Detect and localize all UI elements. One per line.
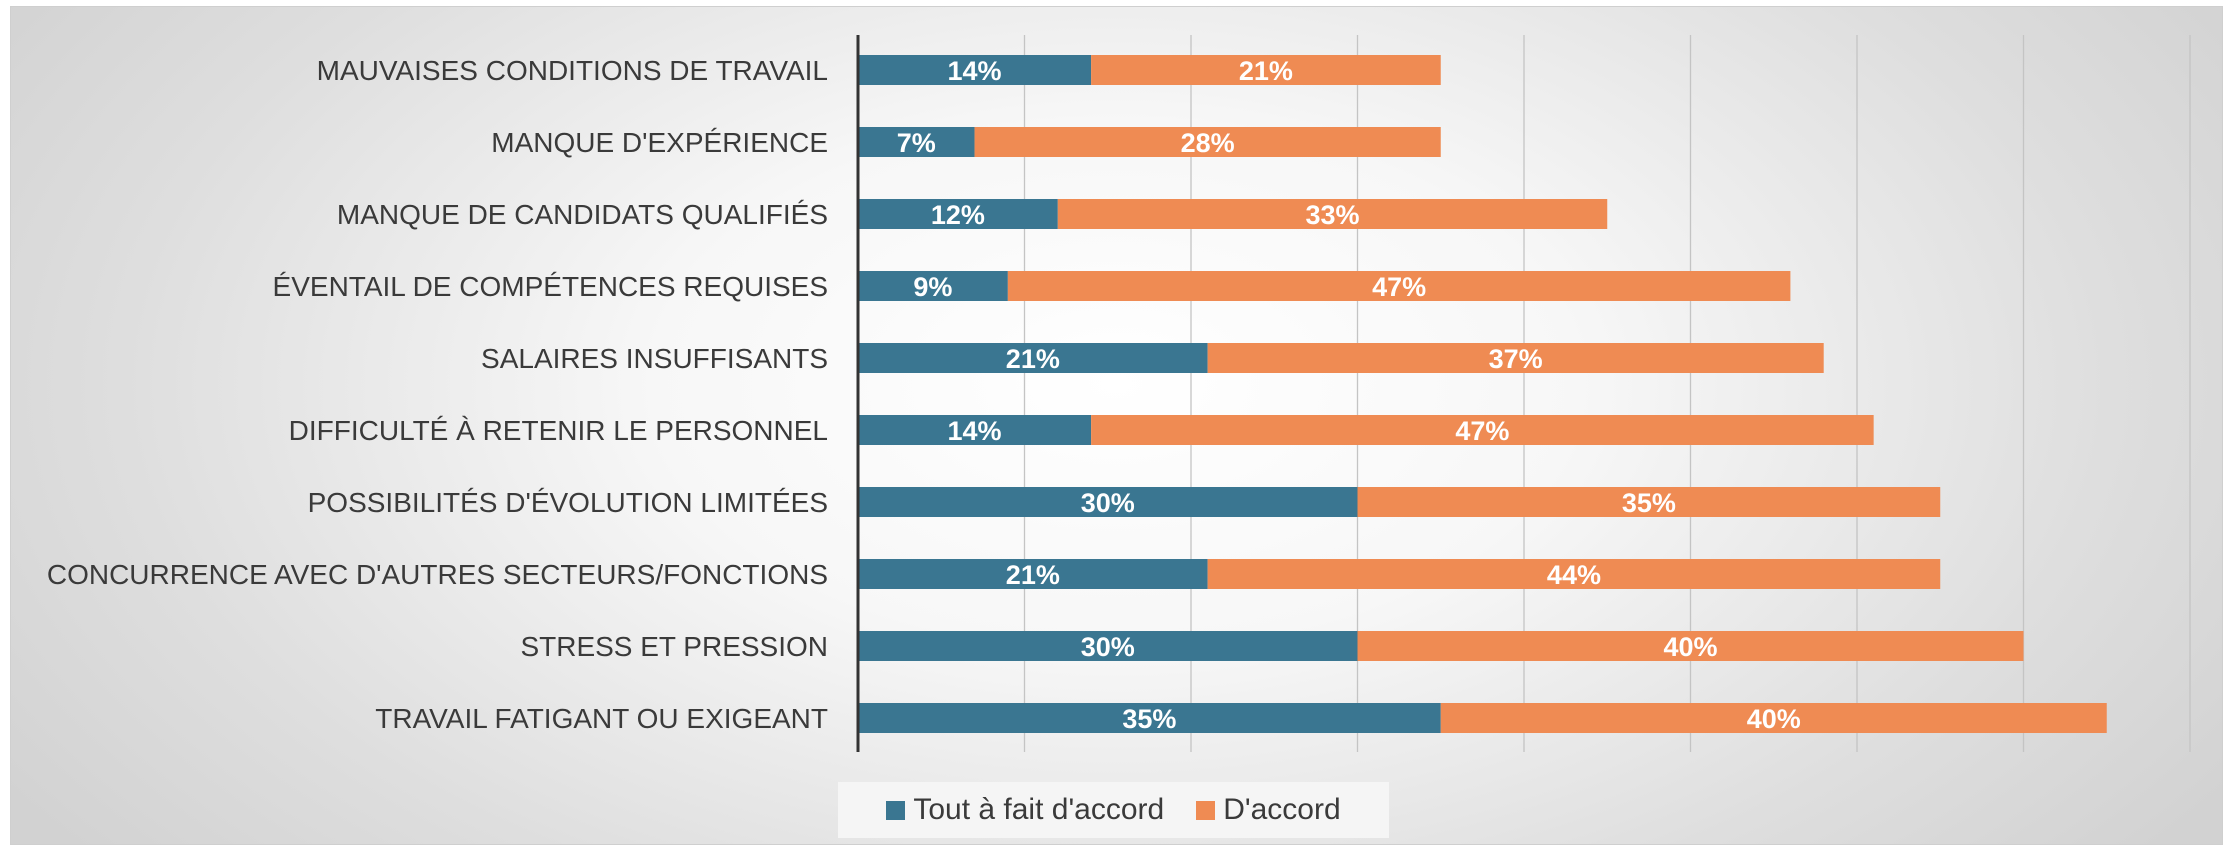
data-label-possibilites-d-evolution-limitees-series-2: 35%	[1622, 488, 1676, 518]
legend: Tout à fait d'accord D'accord	[838, 782, 1389, 838]
bar-manque-d-experience-series-2	[974, 127, 1441, 157]
bar-concurrence-avec-d-autres-secteurs-fonctions-series-1	[858, 559, 1208, 589]
bar-eventail-de-competences-requises-series-2	[1007, 271, 1791, 301]
data-label-difficulte-a-retenir-le-personnel-series-2: 47%	[1455, 416, 1509, 446]
bar-concurrence-avec-d-autres-secteurs-fonctions-series-2	[1207, 559, 1941, 589]
bar-manque-de-candidats-qualifies-series-1	[858, 199, 1058, 229]
bar-eventail-de-competences-requises-series-1	[858, 271, 1008, 301]
legend-swatch-tout-a-fait	[886, 800, 906, 820]
bar-difficulte-a-retenir-le-personnel-series-2	[1091, 415, 1874, 445]
category-label-travail-fatigant-ou-exigeant: TRAVAIL FATIGANT OU EXIGEANT	[375, 703, 828, 734]
category-label-concurrence-avec-d-autres-secteurs-fonctions: CONCURRENCE AVEC D'AUTRES SECTEURS/FONCT…	[47, 559, 828, 590]
bar-difficulte-a-retenir-le-personnel-series-1	[858, 415, 1092, 445]
data-label-difficulte-a-retenir-le-personnel-series-1: 14%	[948, 416, 1002, 446]
data-label-manque-d-experience-series-2: 28%	[1181, 128, 1235, 158]
legend-item-d-accord: D'accord	[1196, 793, 1341, 827]
bar-salaires-insuffisants-series-2	[1207, 343, 1824, 373]
bar-manque-d-experience-series-1	[858, 127, 975, 157]
data-label-eventail-de-competences-requises-series-2: 47%	[1372, 272, 1426, 302]
data-label-concurrence-avec-d-autres-secteurs-fonctions-series-2: 44%	[1547, 560, 1601, 590]
bar-stress-et-pression-series-1	[858, 631, 1358, 661]
category-label-salaires-insuffisants: SALAIRES INSUFFISANTS	[481, 343, 828, 374]
data-label-manque-de-candidats-qualifies-series-1: 12%	[931, 200, 985, 230]
bar-travail-fatigant-ou-exigeant-series-1	[858, 703, 1441, 733]
data-label-mauvaises-conditions-de-travail-series-2: 21%	[1239, 56, 1293, 86]
legend-label-tout-a-fait: Tout à fait d'accord	[913, 793, 1165, 826]
bar-manque-de-candidats-qualifies-series-2	[1057, 199, 1608, 229]
bar-travail-fatigant-ou-exigeant-series-2	[1440, 703, 2107, 733]
bar-stress-et-pression-series-2	[1357, 631, 2024, 661]
data-label-salaires-insuffisants-series-2: 37%	[1489, 344, 1543, 374]
bar-mauvaises-conditions-de-travail-series-1	[858, 55, 1092, 85]
data-label-travail-fatigant-ou-exigeant-series-2: 40%	[1747, 704, 1801, 734]
data-label-eventail-de-competences-requises-series-1: 9%	[913, 272, 952, 302]
data-label-salaires-insuffisants-series-1: 21%	[1006, 344, 1060, 374]
legend-swatch-d-accord	[1196, 800, 1216, 820]
data-label-travail-fatigant-ou-exigeant-series-1: 35%	[1122, 704, 1176, 734]
data-label-stress-et-pression-series-2: 40%	[1663, 632, 1717, 662]
bar-possibilites-d-evolution-limitees-series-2	[1357, 487, 1941, 517]
category-label-mauvaises-conditions-de-travail: MAUVAISES CONDITIONS DE TRAVAIL	[317, 55, 828, 86]
data-label-stress-et-pression-series-1: 30%	[1081, 632, 1135, 662]
category-label-difficulte-a-retenir-le-personnel: DIFFICULTÉ À RETENIR LE PERSONNEL	[289, 415, 828, 446]
category-label-possibilites-d-evolution-limitees: POSSIBILITÉS D'ÉVOLUTION LIMITÉES	[308, 487, 828, 518]
category-label-stress-et-pression: STRESS ET PRESSION	[520, 631, 828, 662]
legend-label-d-accord: D'accord	[1223, 793, 1341, 826]
legend-item-tout-a-fait: Tout à fait d'accord	[886, 793, 1164, 827]
data-label-concurrence-avec-d-autres-secteurs-fonctions-series-1: 21%	[1006, 560, 1060, 590]
data-label-mauvaises-conditions-de-travail-series-1: 14%	[948, 56, 1002, 86]
data-label-possibilites-d-evolution-limitees-series-1: 30%	[1081, 488, 1135, 518]
data-label-manque-d-experience-series-1: 7%	[897, 128, 936, 158]
category-label-manque-de-candidats-qualifies: MANQUE DE CANDIDATS QUALIFIÉS	[337, 199, 828, 230]
category-label-eventail-de-competences-requises: ÉVENTAIL DE COMPÉTENCES REQUISES	[273, 271, 828, 302]
bar-possibilites-d-evolution-limitees-series-1	[858, 487, 1358, 517]
category-label-manque-d-experience: MANQUE D'EXPÉRIENCE	[491, 127, 828, 158]
bar-mauvaises-conditions-de-travail-series-2	[1091, 55, 1441, 85]
bar-salaires-insuffisants-series-1	[858, 343, 1208, 373]
data-label-manque-de-candidats-qualifies-series-2: 33%	[1306, 200, 1360, 230]
